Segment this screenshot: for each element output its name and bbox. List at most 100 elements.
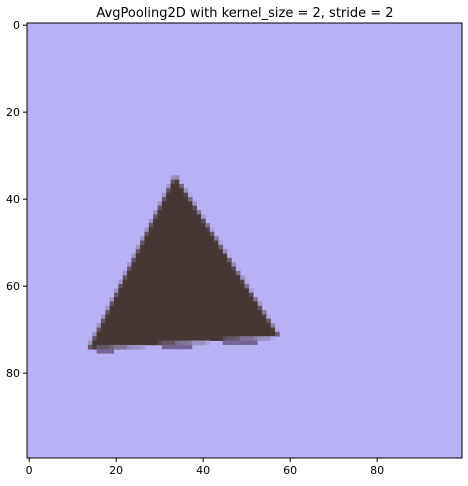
image-pixel: [235, 297, 241, 302]
image-pixel: [157, 257, 163, 263]
image-pixel: [227, 270, 232, 276]
image-pixel: [105, 331, 110, 337]
image-pixel: [174, 192, 180, 198]
image-pixel: [214, 257, 219, 263]
image-pixel: [192, 288, 197, 294]
image-pixel: [140, 327, 145, 333]
image-pixel: [214, 318, 219, 324]
image-pixel: [179, 253, 184, 259]
y-axis-ticks: 0 20 40 60 80: [6, 19, 27, 380]
image-pixel: [227, 275, 232, 280]
image-pixel: [174, 210, 180, 215]
image-pixel: [192, 323, 197, 328]
image-pixel: [244, 314, 250, 320]
image-pixel: [157, 236, 163, 241]
image-pixel: [196, 214, 202, 220]
image-pixel: [127, 305, 132, 311]
image-pixel: [157, 292, 163, 298]
image-pixel: [192, 336, 197, 341]
image-pixel: [166, 266, 171, 272]
edge-pixel-row: [161, 344, 193, 350]
image-pixel: [201, 275, 206, 280]
image-pixel: [183, 240, 189, 246]
image-pixel: [166, 227, 171, 233]
image-pixel: [174, 197, 180, 202]
image-pixel: [131, 323, 137, 328]
image-pixel: [122, 279, 128, 285]
image-pixel: [157, 314, 163, 320]
image-pixel: [196, 305, 202, 311]
image-pixel: [209, 266, 215, 272]
image-pixel: [166, 331, 171, 337]
image-pixel: [244, 297, 250, 302]
y-tick-label: 20: [6, 106, 20, 119]
image-pixel: [209, 318, 215, 324]
image-pixel: [266, 336, 271, 341]
image-pixel: [174, 188, 180, 193]
image-pixel: [170, 188, 176, 193]
image-pixel: [174, 175, 180, 180]
image-pixel: [192, 310, 197, 315]
image-pixel: [114, 340, 119, 346]
image-pixel: [170, 279, 176, 285]
image-pixel: [179, 279, 184, 285]
image-pixel: [148, 244, 154, 250]
image-pixel: [183, 284, 189, 289]
image-pixel: [148, 331, 154, 337]
image-pixel: [105, 323, 110, 328]
image-pixel: [218, 327, 224, 333]
image-pixel: [144, 240, 150, 246]
image-pixel: [231, 297, 237, 302]
image-pixel: [131, 344, 137, 350]
image-pixel: [214, 270, 219, 276]
edge-pixel-row: [96, 349, 114, 354]
image-pixel: [153, 327, 158, 333]
image-pixel: [231, 279, 237, 285]
image-pixel: [218, 275, 224, 280]
image-pixel: [183, 305, 189, 311]
image-pixel: [122, 327, 128, 333]
image-pixel: [231, 275, 237, 280]
image-pixel: [170, 284, 176, 289]
image-pixel: [174, 218, 180, 224]
image-pixel: [161, 279, 167, 285]
image-pixel: [148, 336, 154, 341]
image-pixel: [92, 340, 97, 346]
image-pixel: [192, 214, 197, 220]
image-pixel: [187, 288, 193, 294]
image-pixel: [114, 310, 119, 315]
image-pixel: [192, 210, 197, 215]
image-pixel: [257, 301, 263, 307]
image-pixel: [170, 266, 176, 272]
image-pixel: [131, 310, 137, 315]
image-pixel: [179, 244, 184, 250]
image-pixel: [248, 297, 254, 302]
image-pixel: [109, 344, 115, 350]
image-pixel: [183, 323, 189, 328]
image-pixel: [222, 284, 228, 289]
image-pixel: [153, 236, 158, 241]
image-pixel: [240, 331, 245, 337]
image-pixel: [196, 266, 202, 272]
image-pixel: [144, 253, 150, 259]
image-pixel: [140, 340, 145, 346]
image-pixel: [201, 270, 206, 276]
image-pixel: [218, 331, 224, 337]
image-pixel: [118, 292, 124, 298]
image-pixel: [179, 249, 184, 254]
image-pixel: [148, 262, 154, 267]
image-pixel: [174, 249, 180, 254]
image-pixel: [161, 253, 167, 259]
image-pixel: [187, 205, 193, 211]
image-pixel: [187, 201, 193, 207]
image-pixel: [161, 236, 167, 241]
image-pixel: [183, 297, 189, 302]
image-pixel: [218, 253, 224, 259]
image-pixel: [122, 336, 128, 341]
image-pixel: [114, 318, 119, 324]
image-pixel: [201, 244, 206, 250]
image-pixel: [140, 275, 145, 280]
image-pixel: [201, 340, 206, 346]
image-pixel: [179, 197, 184, 202]
image-pixel: [218, 262, 224, 267]
